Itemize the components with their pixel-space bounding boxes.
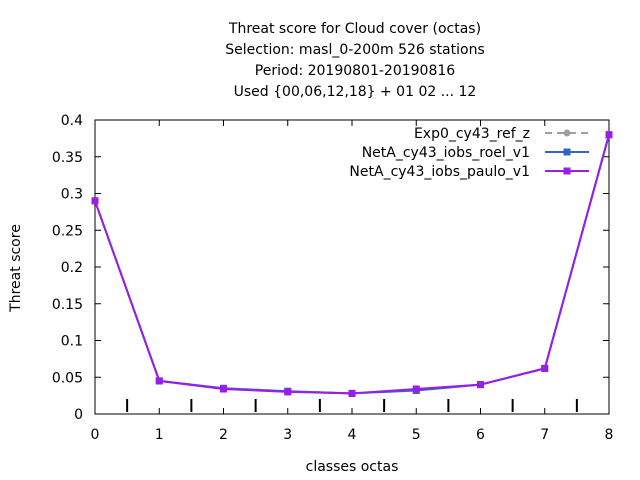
data-point: [91, 197, 99, 205]
y-tick-label: 0.1: [61, 334, 83, 350]
chart-title: Threat score for Cloud cover (octas) Sel…: [225, 21, 485, 100]
title-line-2: Selection: masl_0-200m 526 stations: [225, 42, 485, 58]
y-tick-label: 0.25: [52, 223, 83, 239]
data-point: [220, 385, 227, 393]
x-tick-label: 4: [348, 427, 357, 443]
legend-marker: [563, 148, 571, 156]
y-tick-label: 0.05: [52, 370, 83, 386]
legend-marker: [563, 167, 571, 175]
title-line-3: Period: 20190801-20190816: [255, 63, 455, 79]
legend-label: Exp0_cy43_ref_z: [414, 126, 530, 142]
title-line-4: Used {00,06,12,18} + 01 02 ... 12: [234, 84, 477, 100]
y-tick-label: 0.3: [61, 187, 83, 203]
x-tick-label: 3: [283, 427, 292, 443]
data-point: [284, 388, 292, 396]
x-axis-label: classes octas: [306, 459, 399, 475]
legend-entry-2: NetA_cy43_iobs_roel_v1: [362, 145, 589, 161]
series-3: [91, 131, 613, 397]
y-tick-label: 0: [74, 407, 83, 423]
x-tick-label: 0: [91, 427, 100, 443]
x-tick-label: 2: [219, 427, 228, 443]
legend-marker: [563, 129, 571, 137]
legend-label: NetA_cy43_iobs_roel_v1: [362, 145, 530, 161]
legend-entry-3: NetA_cy43_iobs_paulo_v1: [349, 164, 589, 180]
y-axis-label: Threat score: [8, 224, 24, 313]
title-line-1: Threat score for Cloud cover (octas): [228, 21, 481, 37]
data-point: [477, 381, 484, 389]
legend-entry-1: Exp0_cy43_ref_z: [414, 126, 589, 142]
y-tick-label: 0.4: [61, 113, 83, 129]
data-point: [412, 385, 420, 393]
data-point: [541, 364, 549, 372]
y-tick-label: 0.15: [52, 297, 83, 313]
legend-label: NetA_cy43_iobs_paulo_v1: [349, 164, 530, 180]
x-tick-label: 7: [540, 427, 549, 443]
y-tick-label: 0.2: [61, 260, 83, 276]
x-tick-label: 6: [476, 427, 485, 443]
x-tick-label: 5: [412, 427, 421, 443]
data-point: [605, 131, 613, 139]
data-point: [348, 389, 356, 397]
x-tick-label: 8: [605, 427, 614, 443]
data-point: [155, 377, 163, 385]
y-tick-label: 0.35: [52, 150, 83, 166]
x-tick-label: 1: [155, 427, 164, 443]
